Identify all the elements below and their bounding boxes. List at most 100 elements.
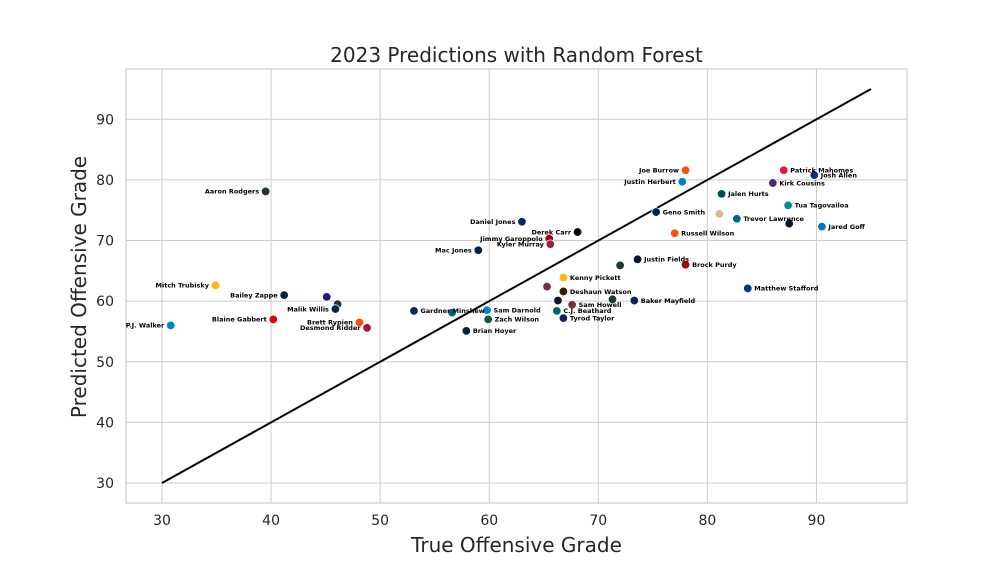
data-point	[362, 323, 372, 333]
data-point	[651, 207, 661, 217]
point-label: Malik Willis	[287, 305, 329, 313]
point-label: Brock Purdy	[692, 261, 737, 269]
data-point	[268, 314, 278, 325]
data-point	[542, 281, 552, 292]
data-point	[545, 239, 556, 249]
y-tick-label: 60	[96, 294, 114, 310]
data-point	[809, 170, 819, 180]
point-label: Zach Wilson	[495, 316, 540, 324]
point-label: Daniel Jones	[470, 218, 515, 226]
x-tick-label: 90	[808, 513, 826, 529]
data-point	[461, 326, 472, 336]
point-label: Brett Rypien	[307, 319, 353, 327]
point-label: P.J. Walker	[126, 322, 165, 330]
y-tick-label: 70	[96, 234, 114, 250]
data-point	[817, 221, 827, 232]
data-point	[714, 209, 725, 219]
data-point	[558, 286, 569, 297]
point-label: Aaron Rodgers	[205, 188, 259, 196]
data-point	[330, 304, 341, 314]
y-tick-label: 80	[96, 173, 114, 189]
point-label: Baker Mayfield	[641, 297, 696, 305]
data-point	[607, 294, 618, 305]
point-label: Tyrod Taylor	[570, 314, 615, 322]
point-label: Deshaun Watson	[570, 288, 632, 296]
y-tick-label: 90	[96, 112, 114, 128]
plot-area-frame	[125, 68, 908, 504]
data-point	[483, 314, 493, 325]
y-tick-label: 30	[96, 476, 114, 492]
data-point	[680, 165, 691, 175]
data-point	[517, 217, 527, 227]
data-point	[779, 165, 789, 175]
point-label: Josh Allen	[820, 171, 858, 179]
reference-line-group	[161, 88, 872, 484]
data-point	[260, 186, 271, 197]
grid	[126, 69, 907, 503]
data-point	[558, 272, 569, 283]
point-label: Desmond Ridder	[300, 324, 361, 332]
point-label: Blaine Gabbert	[212, 316, 267, 324]
reference-line	[161, 88, 872, 484]
data-point	[279, 290, 289, 300]
data-point	[716, 189, 727, 199]
point-label: Jalen Hurts	[727, 190, 769, 198]
data-point	[669, 228, 680, 238]
point-label: Mitch Trubisky	[156, 282, 210, 290]
data-point	[615, 260, 625, 271]
y-axis-label: Predicted Offensive Grade	[67, 156, 91, 418]
point-label: Justin Herbert	[623, 178, 676, 186]
point-label: Justin Fields	[643, 256, 689, 264]
data-point	[354, 317, 365, 328]
x-axis-label: True Offensive Grade	[410, 533, 622, 557]
data-point	[680, 260, 691, 270]
data-point	[553, 295, 563, 306]
data-point	[783, 200, 793, 211]
point-label: Kirk Cousins	[779, 179, 825, 187]
data-point	[743, 283, 753, 294]
point-label: Sam Darnold	[494, 307, 541, 315]
point-label: Brian Hoyer	[473, 327, 517, 335]
data-point	[572, 227, 583, 237]
data-point	[732, 214, 742, 224]
data-point	[473, 245, 484, 255]
y-tick-label: 50	[96, 355, 114, 371]
point-label: Gardner Minshew	[420, 307, 484, 315]
point-label: Patrick Mahomes	[790, 167, 853, 175]
point-label: Derek Carr	[532, 228, 572, 236]
point-label: Mac Jones	[435, 247, 472, 255]
point-label: C.J. Beathard	[563, 307, 611, 315]
point-label: Trevor Lawrence	[743, 215, 804, 223]
data-point	[558, 313, 569, 323]
x-tick-label: 60	[480, 513, 498, 529]
data-point	[482, 305, 492, 315]
point-label: Geno Smith	[663, 208, 706, 216]
data-points	[166, 165, 827, 336]
data-point	[210, 280, 221, 291]
point-label: Kenny Pickett	[570, 274, 621, 282]
point-label: Jared Goff	[827, 223, 865, 231]
chart-title: 2023 Predictions with Random Forest	[330, 43, 703, 67]
x-tick-label: 70	[589, 513, 607, 529]
data-point	[552, 306, 562, 316]
point-label: Matthew Stafford	[754, 285, 818, 293]
data-point	[677, 177, 687, 187]
x-tick-label: 80	[698, 513, 716, 529]
data-point	[166, 320, 176, 331]
point-label: Tua Tagovailoa	[795, 202, 849, 210]
point-label: Jimmy Garoppolo	[479, 235, 543, 243]
data-point	[768, 178, 778, 188]
point-label: Bailey Zappe	[230, 291, 278, 299]
tick-labels: 30 40 50 60 70 80 90 30 40 50 60 70 80 90	[96, 112, 825, 529]
data-point	[567, 300, 577, 310]
x-tick-label: 50	[371, 513, 389, 529]
data-point	[629, 295, 640, 306]
x-tick-label: 30	[153, 513, 171, 529]
data-point	[784, 218, 794, 229]
point-label: Joe Burrow	[638, 167, 679, 175]
data-point	[447, 307, 457, 318]
point-label: Sam Howell	[579, 301, 622, 309]
data-point	[322, 292, 332, 302]
